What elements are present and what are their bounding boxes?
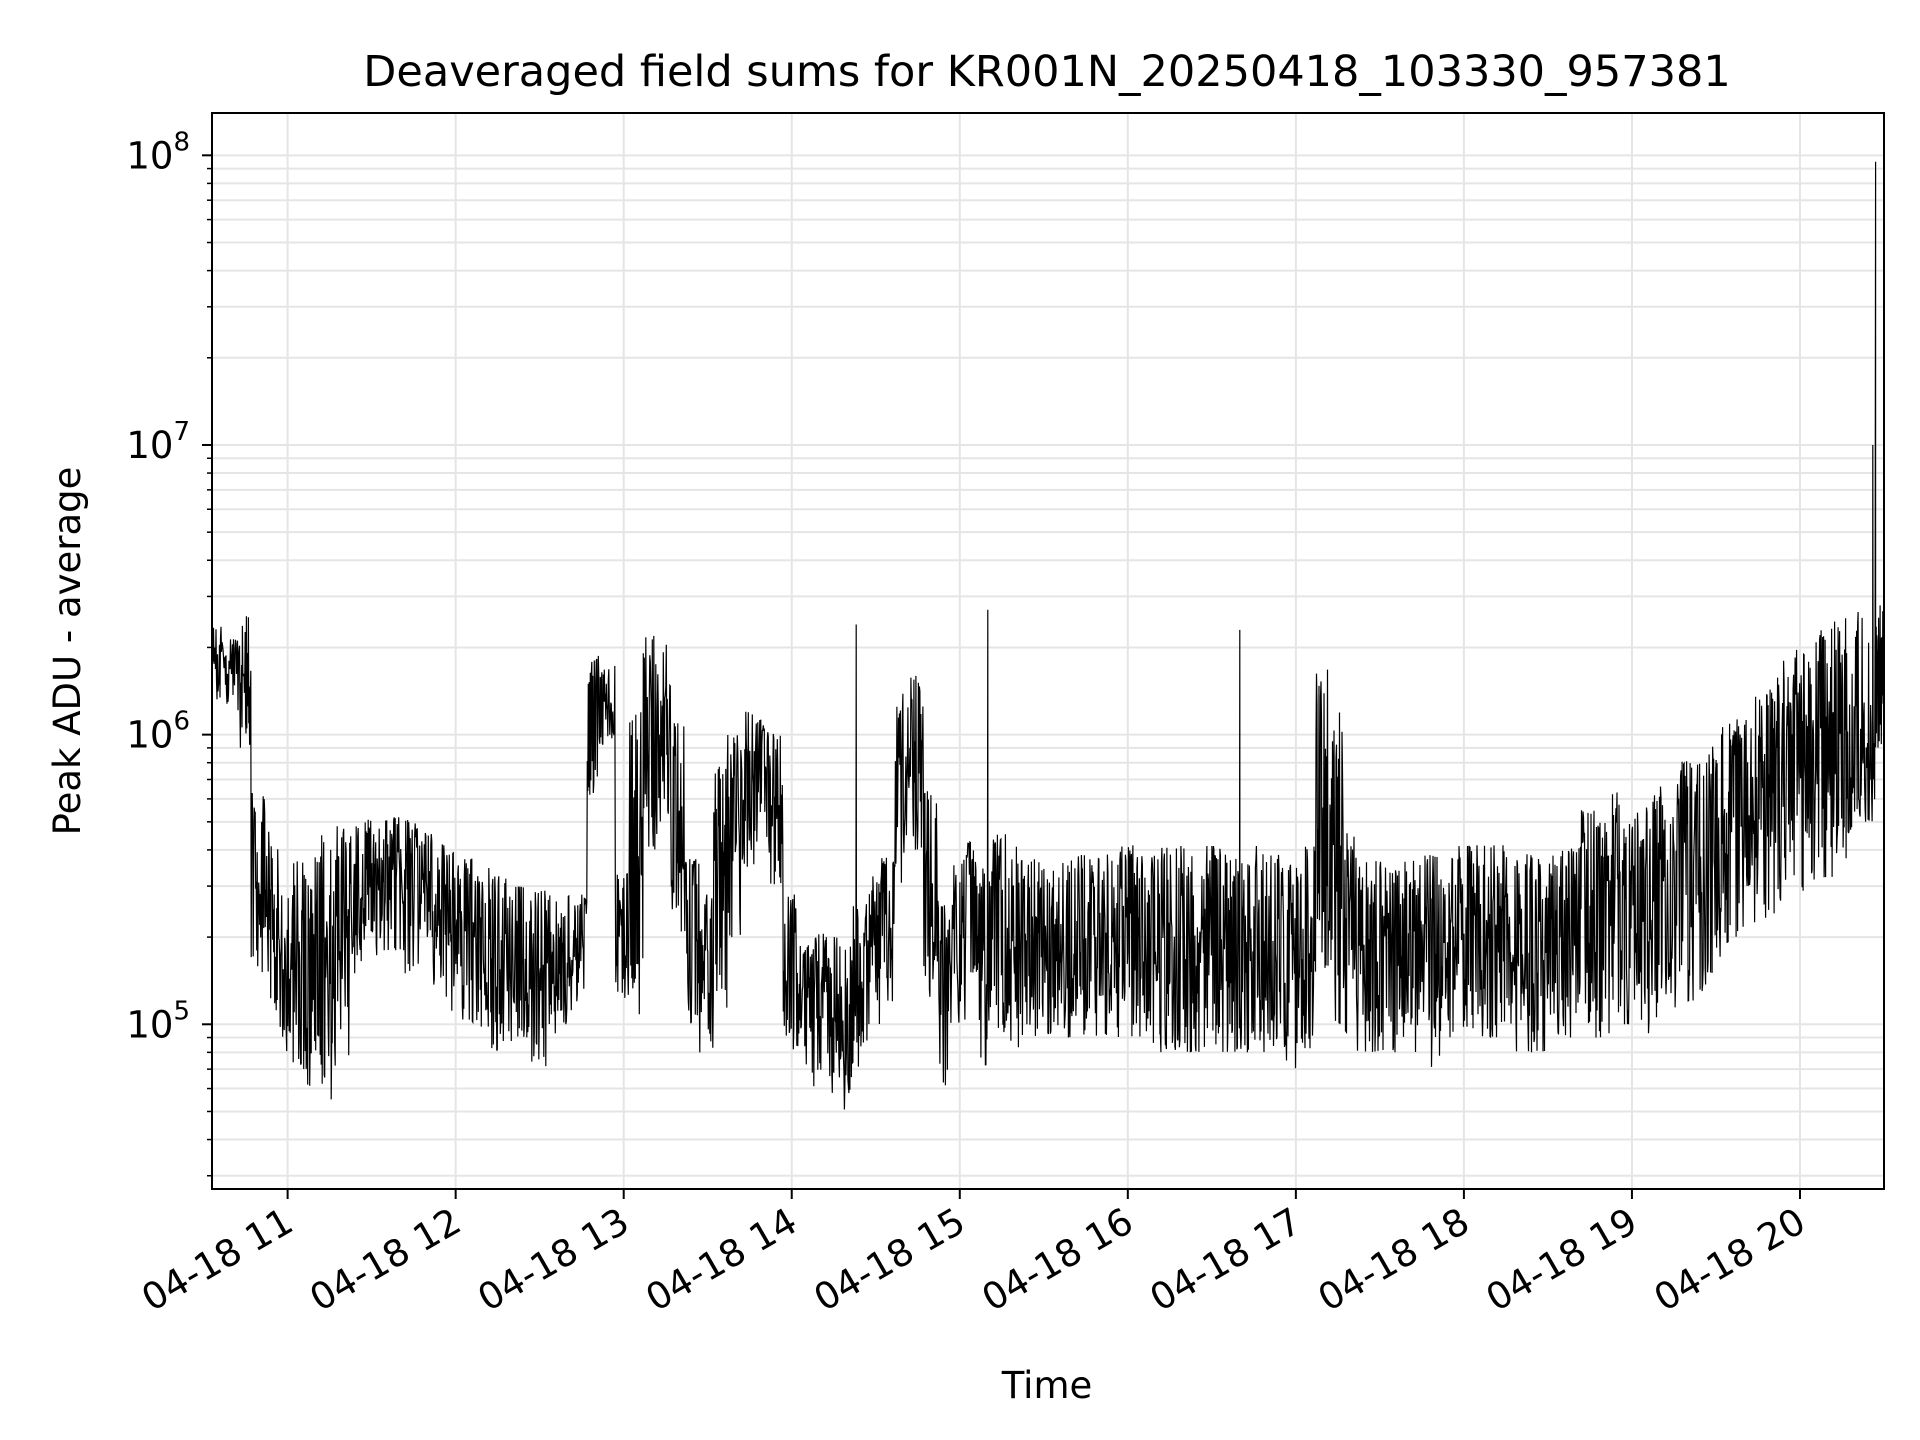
series-line [212, 161, 1884, 1110]
y-axis-label: Peak ADU - average [46, 467, 89, 836]
y-tick-label: 105 [126, 996, 190, 1046]
y-tick-label: 106 [126, 707, 190, 757]
y-tick-label: 107 [126, 417, 190, 467]
plot-frame [211, 112, 1885, 1190]
series-group [212, 161, 1884, 1110]
x-axis-label: Time [1001, 1364, 1093, 1407]
y-tick-label: 108 [126, 127, 190, 177]
chart-title: Deaveraged field sums for KR001N_2025041… [363, 47, 1730, 97]
